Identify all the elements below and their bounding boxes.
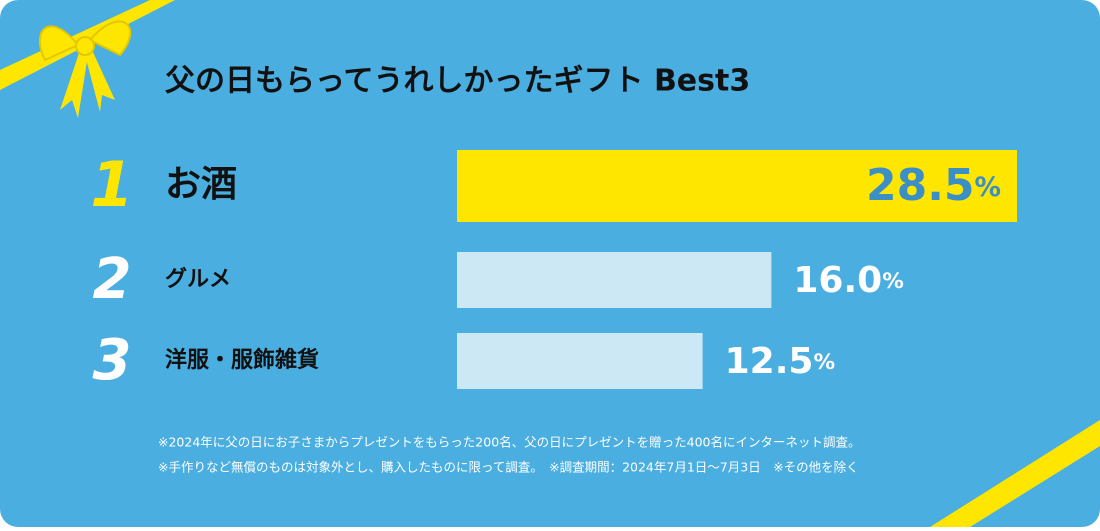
rank-label: 2	[93, 247, 132, 312]
category-label: グルメ	[165, 266, 231, 292]
note: ※2024年に父の日にお子さまからプレゼントをもらった200名、父の日にプレゼン…	[158, 435, 861, 450]
rank-label: 1	[90, 148, 133, 221]
rank-label: 3	[93, 328, 132, 393]
value-label: 12.5%	[725, 341, 835, 382]
value-label: 28.5%	[866, 160, 1001, 211]
note: ※手作りなど無償のものは対象外とし、購入したものに限って調査。 ※調査期間：20…	[158, 460, 859, 475]
bar	[457, 150, 1017, 222]
value-label: 16.0%	[793, 260, 903, 301]
rows: 1 お酒 28.5% 2 グルメ 16.0% 3 洋服・服飾雑貨 12.5%	[90, 148, 1017, 393]
bar	[457, 333, 703, 389]
category-label: 洋服・服飾雑貨	[165, 347, 319, 373]
bar	[457, 252, 772, 308]
ribbon-top-left	[0, 0, 175, 118]
chart-title: 父の日もらってうれしかったギフト Best3	[165, 64, 750, 99]
ribbon-bottom-right	[930, 420, 1100, 527]
category-label: お酒	[165, 164, 237, 205]
